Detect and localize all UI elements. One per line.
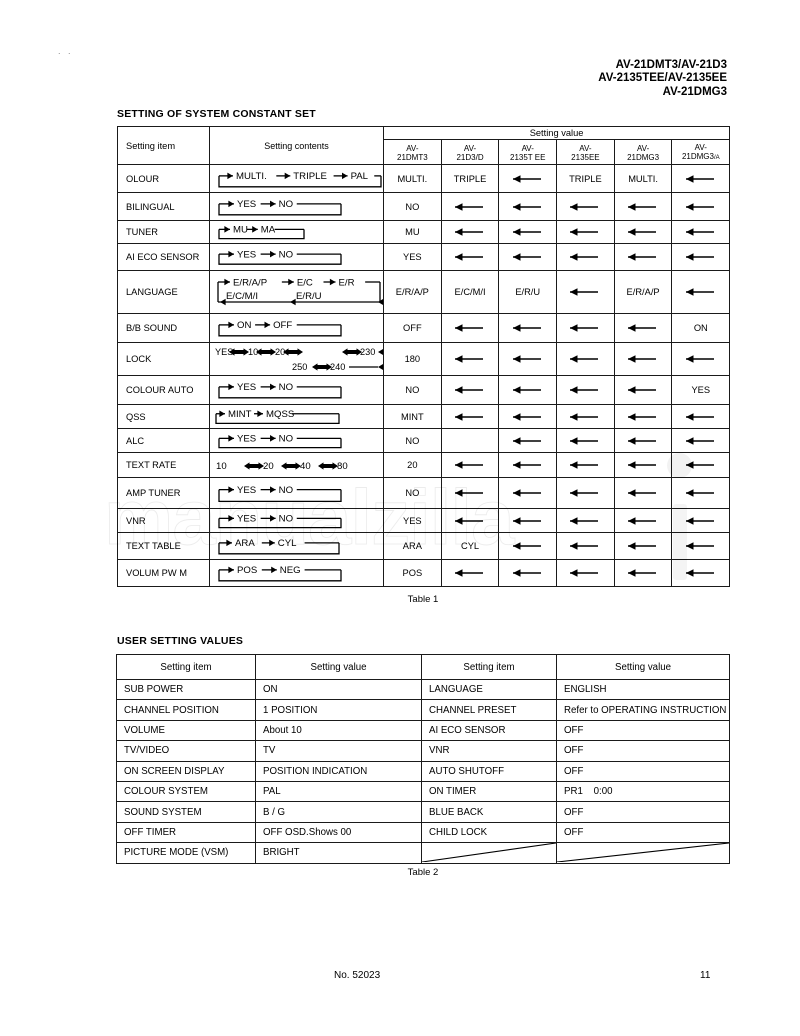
svg-text:YES: YES xyxy=(237,249,256,260)
svg-text:NO: NO xyxy=(279,199,293,210)
svg-text:YES: YES xyxy=(237,433,256,444)
svg-text:40: 40 xyxy=(300,461,311,472)
svg-text:MINT: MINT xyxy=(228,409,252,420)
svg-text:20: 20 xyxy=(263,461,274,472)
svg-text:E/C/M/I: E/C/M/I xyxy=(226,291,258,302)
svg-text:YES: YES xyxy=(237,382,256,393)
svg-text:80: 80 xyxy=(337,461,348,472)
svg-text:MA: MA xyxy=(261,225,276,236)
svg-text:MULTI.: MULTI. xyxy=(236,171,267,182)
svg-text:240: 240 xyxy=(330,362,345,372)
svg-text:MU: MU xyxy=(233,225,248,236)
svg-text:E/R/U: E/R/U xyxy=(296,291,322,302)
svg-text:E/R: E/R xyxy=(339,277,355,288)
svg-text:230: 230 xyxy=(360,347,375,357)
svg-text:POS: POS xyxy=(237,565,257,576)
svg-text:YES: YES xyxy=(237,199,256,210)
svg-text:250: 250 xyxy=(292,362,307,372)
svg-text:MQSS: MQSS xyxy=(266,409,294,420)
svg-text:10: 10 xyxy=(216,461,227,472)
svg-text:TRIPLE: TRIPLE xyxy=(293,171,327,182)
svg-text:PAL: PAL xyxy=(351,171,369,182)
svg-text:NO: NO xyxy=(279,433,293,444)
svg-text:E/C: E/C xyxy=(297,277,313,288)
svg-text:ON: ON xyxy=(237,320,251,331)
svg-text:OFF: OFF xyxy=(273,320,292,331)
svg-text:NO: NO xyxy=(279,382,293,393)
svg-text:E/R/A/P: E/R/A/P xyxy=(233,277,267,288)
svg-text:NEG: NEG xyxy=(280,565,301,576)
svg-text:NO: NO xyxy=(279,249,293,260)
